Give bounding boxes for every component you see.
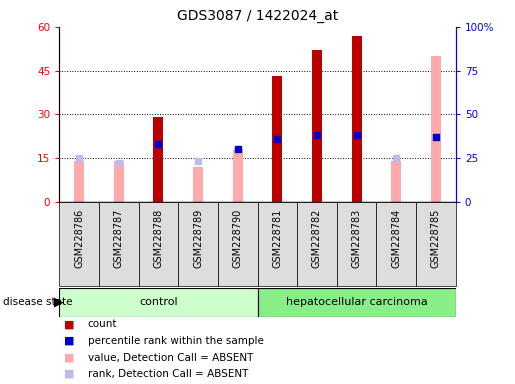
Bar <box>337 202 376 286</box>
Text: GSM228781: GSM228781 <box>272 209 282 268</box>
Text: control: control <box>139 297 178 308</box>
Text: GSM228783: GSM228783 <box>352 209 362 268</box>
Bar <box>218 202 258 286</box>
Bar <box>272 100 282 202</box>
Bar <box>153 117 163 202</box>
Text: disease state: disease state <box>3 297 72 308</box>
Text: GSM228790: GSM228790 <box>233 209 243 268</box>
Text: GSM228784: GSM228784 <box>391 209 401 268</box>
Title: GDS3087 / 1422024_at: GDS3087 / 1422024_at <box>177 9 338 23</box>
Bar <box>59 288 258 317</box>
Bar <box>258 288 456 317</box>
Text: ▶: ▶ <box>54 296 64 309</box>
Bar <box>59 202 99 286</box>
Text: rank, Detection Call = ABSENT: rank, Detection Call = ABSENT <box>88 369 248 379</box>
Text: ■: ■ <box>64 369 75 379</box>
Bar <box>312 50 322 202</box>
Text: value, Detection Call = ABSENT: value, Detection Call = ABSENT <box>88 353 253 362</box>
Bar <box>297 202 337 286</box>
Text: GSM228786: GSM228786 <box>74 209 84 268</box>
Bar <box>272 76 282 202</box>
Bar <box>193 167 203 202</box>
Text: GSM228782: GSM228782 <box>312 209 322 268</box>
Bar <box>416 202 456 286</box>
Text: GSM228787: GSM228787 <box>114 209 124 268</box>
Bar <box>352 36 362 202</box>
Bar <box>139 202 178 286</box>
Text: ■: ■ <box>64 353 75 362</box>
Bar <box>376 202 416 286</box>
Bar <box>258 202 297 286</box>
Text: count: count <box>88 319 117 329</box>
Text: hepatocellular carcinoma: hepatocellular carcinoma <box>286 297 427 308</box>
Bar <box>74 161 84 202</box>
Bar <box>114 161 124 202</box>
Text: ■: ■ <box>64 336 75 346</box>
Text: ■: ■ <box>64 319 75 329</box>
Text: GSM228789: GSM228789 <box>193 209 203 268</box>
Bar <box>178 202 218 286</box>
Bar <box>233 149 243 202</box>
Text: percentile rank within the sample: percentile rank within the sample <box>88 336 264 346</box>
Bar <box>391 161 401 202</box>
Text: GSM228785: GSM228785 <box>431 209 441 268</box>
Text: GSM228788: GSM228788 <box>153 209 163 268</box>
Bar <box>99 202 139 286</box>
Bar <box>431 56 441 202</box>
